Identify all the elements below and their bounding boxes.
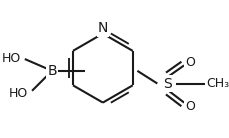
Text: N: N (97, 21, 108, 35)
Text: O: O (185, 100, 194, 113)
Text: B: B (47, 64, 57, 78)
Text: HO: HO (2, 52, 21, 65)
Text: O: O (185, 56, 194, 69)
Text: HO: HO (9, 87, 28, 100)
Text: CH₃: CH₃ (205, 77, 229, 90)
Text: S: S (162, 77, 171, 91)
